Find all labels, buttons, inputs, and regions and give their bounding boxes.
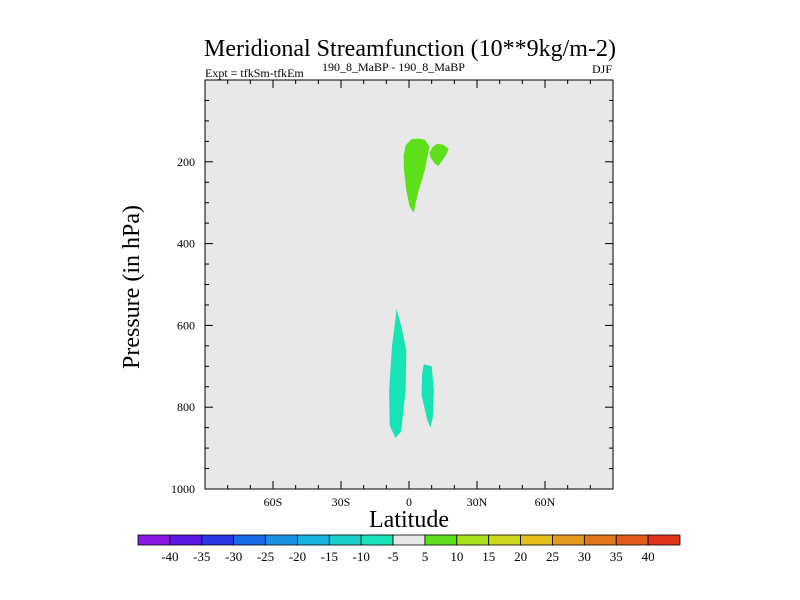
colorbar-label: -40: [161, 549, 178, 564]
y-tick-label: 400: [177, 237, 195, 251]
colorbar-label: 15: [482, 549, 495, 564]
x-axis-label: Latitude: [369, 507, 449, 533]
colorbar-swatch: [520, 534, 553, 546]
colorbar-swatch: [392, 534, 426, 546]
colorbar-label: -25: [257, 549, 274, 564]
colorbar-label: 5: [422, 549, 429, 564]
colorbar-swatch: [201, 534, 235, 546]
colorbar-label: -20: [289, 549, 306, 564]
x-tick-label: 0: [406, 495, 412, 509]
colorbar-swatch: [137, 534, 171, 546]
colorbar-label: -35: [193, 549, 210, 564]
y-tick-label: 600: [177, 318, 195, 332]
colorbar-swatch: [647, 534, 681, 546]
colorbar-label: 20: [514, 549, 527, 564]
y-axis-label: Pressure (in hPa): [119, 205, 145, 369]
colorbar-label: 35: [610, 549, 623, 564]
contour-region-lower-negative-main: [389, 309, 407, 438]
colorbar-label: 25: [546, 549, 559, 564]
colorbar-label: 40: [642, 549, 655, 564]
x-tick-label: 60S: [264, 495, 283, 509]
colorbar-swatch: [360, 534, 394, 546]
colorbar-label: 10: [450, 549, 463, 564]
colorbar-label: -10: [353, 549, 370, 564]
colorbar-swatch: [488, 534, 521, 546]
colorbar-swatch: [456, 534, 490, 546]
contour-region-upper-positive-main: [403, 138, 430, 213]
colorbar-label: -5: [388, 549, 399, 564]
chart-title: Meridional Streamfunction (10**9kg/m-2): [204, 36, 616, 62]
colorbar-swatch: [265, 534, 298, 546]
colorbar-swatch: [328, 534, 362, 546]
contour-regions: [389, 138, 449, 438]
colorbar-label: -30: [225, 549, 242, 564]
colorbar-label: 30: [578, 549, 591, 564]
colorbar-swatch: [615, 534, 649, 546]
x-tick-label: 60N: [535, 495, 556, 509]
experiment-label: Expt = tfkSm-tfkEm: [205, 66, 304, 80]
colorbar-swatch: [583, 534, 617, 546]
plot-area: [205, 80, 613, 489]
y-tick-label: 1000: [171, 482, 195, 496]
experiment-superscript: 190_8_MaBP - 190_8_MaBP: [322, 60, 465, 74]
colorbar-swatch: [297, 534, 330, 546]
y-tick-label: 200: [177, 155, 195, 169]
x-tick-label: 30N: [467, 495, 488, 509]
y-tick-label: 800: [177, 400, 195, 414]
season-label: DJF: [592, 62, 612, 76]
colorbar-swatch: [552, 534, 585, 546]
colorbar-label: -15: [321, 549, 338, 564]
contour-region-lower-negative-small: [421, 364, 434, 428]
colorbar: -40 -35 -30 -25 -20 -15 -10 -5 5 10 15 20 25 30 35 40: [137, 534, 681, 564]
contour-region-upper-positive-lobe: [429, 143, 449, 166]
colorbar-swatch: [169, 534, 203, 546]
colorbar-swatch: [424, 534, 458, 546]
colorbar-swatch: [233, 534, 266, 546]
axis-ticks: 60S 30S 0 30N 60N 200 400 600 800 1000: [171, 80, 613, 509]
x-tick-label: 30S: [332, 495, 351, 509]
